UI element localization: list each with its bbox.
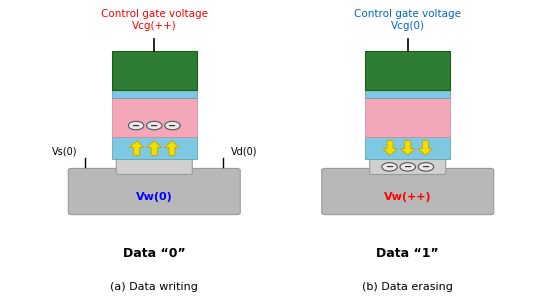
Text: Vcg(0): Vcg(0) (391, 21, 425, 31)
Bar (365, 90, 451, 98)
Text: −: − (386, 162, 393, 172)
Text: −: − (169, 121, 176, 130)
FancyBboxPatch shape (322, 168, 494, 215)
FancyArrow shape (129, 141, 144, 155)
Text: Control gate voltage: Control gate voltage (101, 9, 208, 19)
Text: Vw(0): Vw(0) (136, 192, 172, 202)
Circle shape (382, 163, 397, 171)
FancyArrow shape (165, 141, 179, 155)
Text: −: − (404, 162, 412, 172)
FancyArrow shape (383, 141, 397, 155)
Circle shape (165, 121, 180, 130)
Circle shape (418, 163, 434, 171)
Text: Vcg(++): Vcg(++) (132, 21, 177, 31)
FancyBboxPatch shape (116, 154, 192, 174)
Text: Vs(0): Vs(0) (52, 146, 77, 156)
Bar (111, 51, 197, 90)
Bar (365, 51, 451, 90)
Bar (111, 90, 197, 98)
Text: Data “1”: Data “1” (376, 247, 439, 260)
Text: (b) Data erasing: (b) Data erasing (363, 282, 453, 292)
Bar (111, 98, 197, 137)
FancyArrow shape (418, 141, 433, 155)
FancyBboxPatch shape (370, 154, 446, 174)
FancyArrow shape (147, 141, 161, 155)
FancyArrow shape (401, 141, 415, 155)
Bar (365, 137, 451, 159)
Text: −: − (422, 162, 430, 172)
Text: −: − (132, 121, 140, 130)
Text: Vw(++): Vw(++) (384, 192, 431, 202)
Circle shape (400, 163, 415, 171)
Circle shape (128, 121, 144, 130)
Text: Data “0”: Data “0” (123, 247, 186, 260)
Text: Vd(0): Vd(0) (231, 146, 258, 156)
FancyBboxPatch shape (68, 168, 240, 215)
Text: (a) Data writing: (a) Data writing (110, 282, 198, 292)
Bar (365, 98, 451, 137)
Bar (111, 137, 197, 159)
Text: −: − (150, 121, 158, 130)
Text: Control gate voltage: Control gate voltage (354, 9, 461, 19)
Circle shape (147, 121, 162, 130)
